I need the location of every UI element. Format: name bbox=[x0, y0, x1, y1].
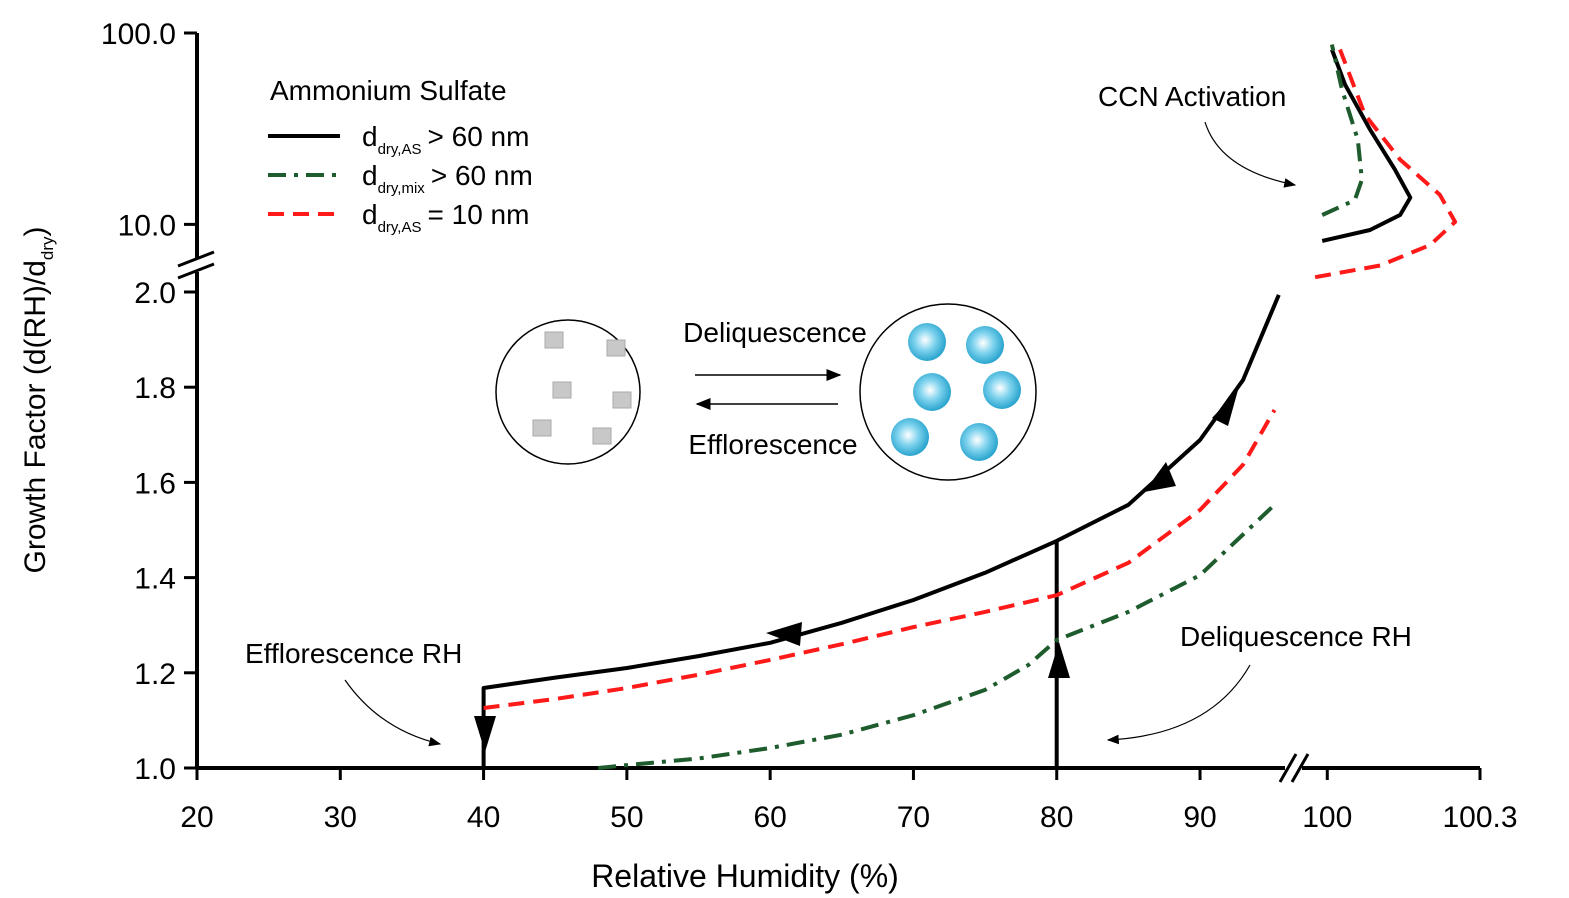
x-tick-label: 100.3 bbox=[1442, 801, 1517, 834]
y-tick-label: 1.2 bbox=[134, 658, 176, 691]
legend-label: ddry,AS = 10 nm bbox=[362, 199, 529, 236]
y-break bbox=[177, 262, 215, 280]
y-tick-label: 1.0 bbox=[134, 753, 176, 786]
crystals bbox=[532, 331, 632, 445]
annotation: Deliquescence bbox=[683, 317, 867, 348]
y-axis-title-sub: dry bbox=[38, 236, 57, 260]
legend-label-sub: dry,AS bbox=[378, 219, 422, 236]
y-axis-title: Growth Factor (d(RH)/ddry) bbox=[19, 226, 57, 573]
legend-title: Ammonium Sulfate bbox=[270, 75, 507, 106]
callout bbox=[1106, 664, 1251, 745]
droplets bbox=[891, 323, 1021, 461]
legend-label: ddry,AS > 60 nm bbox=[362, 121, 529, 158]
x-tick-label: 20 bbox=[180, 801, 213, 834]
legend-label-rest: = 10 nm bbox=[427, 199, 529, 230]
legend-label-sub: dry,AS bbox=[378, 141, 422, 158]
y-tick-label: 1.8 bbox=[134, 372, 176, 405]
x-tick-label: 30 bbox=[324, 801, 357, 834]
x-break bbox=[1278, 753, 1298, 783]
y-tick-label: 1.4 bbox=[134, 563, 176, 596]
x-tick-label: 40 bbox=[467, 801, 500, 834]
x-tick-label: 70 bbox=[897, 801, 930, 834]
y-break bbox=[177, 250, 215, 268]
x-break bbox=[1290, 753, 1310, 783]
y-tick-label: 1.6 bbox=[134, 467, 176, 500]
callout bbox=[1204, 121, 1297, 188]
annotation: Efflorescence bbox=[688, 429, 857, 460]
annotation: Deliquescence RH bbox=[1180, 621, 1412, 652]
x-tick-label: 60 bbox=[753, 801, 786, 834]
x-axis-title: Relative Humidity (%) bbox=[591, 858, 899, 894]
inset: Deliquescence Efflorescence bbox=[495, 303, 1037, 481]
y-axis-title-main: Growth Factor (d(RH)/d bbox=[19, 260, 52, 573]
x-tick-label: 90 bbox=[1183, 801, 1216, 834]
callout bbox=[344, 679, 442, 747]
legend-label-rest: > 60 nm bbox=[431, 160, 533, 191]
y-tick-label: 100.0 bbox=[101, 18, 176, 51]
annotation: Efflorescence RH bbox=[245, 638, 462, 669]
x-tick-label: 80 bbox=[1040, 801, 1073, 834]
legend-label-sub: dry,mix bbox=[378, 180, 426, 197]
legend-label-rest: > 60 nm bbox=[427, 121, 529, 152]
legend-label-base: d bbox=[362, 121, 378, 152]
y-axis-title-end: ) bbox=[19, 226, 52, 236]
axes bbox=[177, 33, 1480, 783]
x-tick-label: 100 bbox=[1302, 801, 1352, 834]
y-tick-label: 10.0 bbox=[118, 209, 176, 242]
legend-label-base: d bbox=[362, 160, 378, 191]
x-tick-label: 50 bbox=[610, 801, 643, 834]
series-line bbox=[481, 48, 1413, 768]
legend-label-base: d bbox=[362, 199, 378, 230]
legend-label: ddry,mix > 60 nm bbox=[362, 160, 533, 197]
y-tick-label: 2.0 bbox=[134, 277, 176, 310]
series-line bbox=[597, 44, 1364, 770]
series-line bbox=[483, 48, 1458, 710]
annotation: CCN Activation bbox=[1098, 81, 1286, 112]
